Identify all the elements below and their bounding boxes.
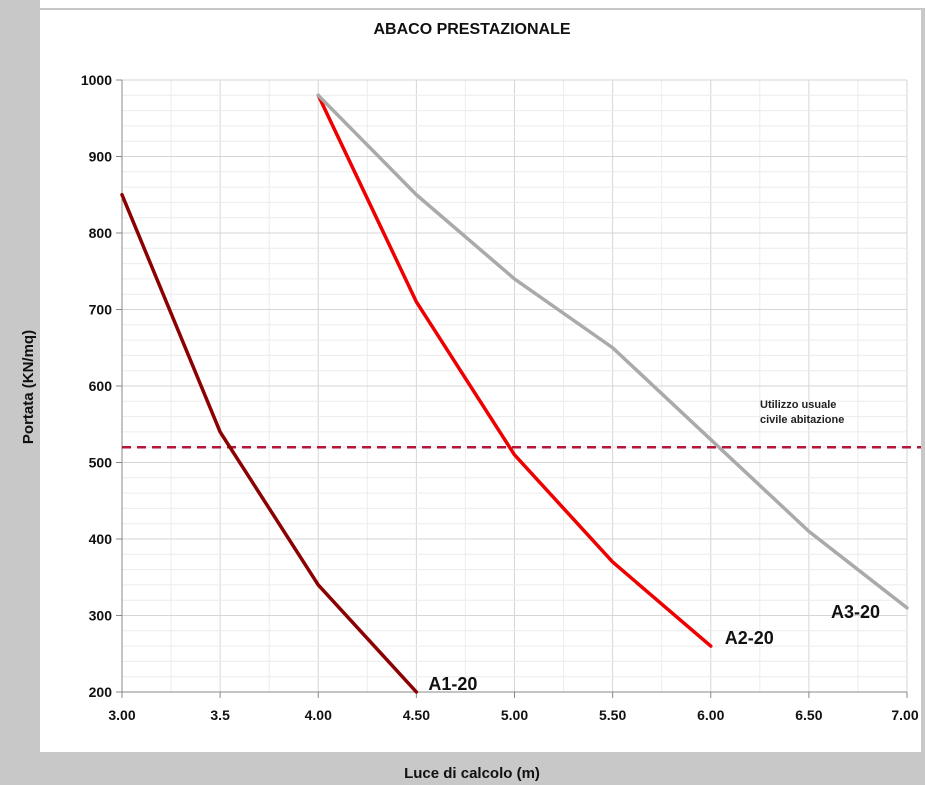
chart-title: ABACO PRESTAZIONALE [373, 21, 570, 38]
y-tick-label: 700 [89, 302, 113, 318]
x-axis-title: Luce di calcolo (m) [404, 765, 540, 782]
tick-labels: 200 300 400 500 600 700 800 900 1000 3.00 3.5 4.00 4… [81, 72, 919, 723]
x-tick-label: 3.5 [210, 707, 230, 723]
reference-line-label: civile abitazione [760, 414, 844, 426]
series-label: A1-20 [428, 674, 477, 694]
y-axis-title: Portata (KN/mq) [20, 330, 37, 444]
x-tick-label: 6.50 [795, 707, 822, 723]
series-label: A3-20 [831, 602, 880, 622]
frame-bottom-band [0, 752, 925, 785]
series-line [316, 93, 713, 648]
grid [121, 79, 908, 693]
series-label: A2-20 [725, 628, 774, 648]
x-tick-label: 5.00 [501, 707, 528, 723]
series-group: A1-20 A2-20 A3-20 [120, 93, 909, 694]
frame-left-band [0, 0, 40, 785]
x-tick-label: 3.00 [108, 707, 135, 723]
x-tick-label: 6.00 [697, 707, 724, 723]
series-line [316, 93, 909, 610]
reference-line-group: Utilizzo usuale civile abitazione [122, 399, 921, 449]
x-tick-label: 4.00 [305, 707, 332, 723]
y-tick-label: 900 [89, 149, 113, 165]
x-tick-label: 5.50 [599, 707, 626, 723]
series-line [120, 193, 419, 694]
frame-top-line [0, 8, 925, 10]
y-tick-label: 500 [89, 455, 113, 471]
y-tick-label: 600 [89, 378, 113, 394]
reference-line-label: Utilizzo usuale [760, 399, 836, 411]
y-tick-label: 200 [89, 684, 113, 700]
y-tick-label: 1000 [81, 72, 112, 88]
x-tick-label: 7.00 [891, 707, 918, 723]
x-tick-label: 4.50 [403, 707, 430, 723]
y-tick-label: 300 [89, 608, 113, 624]
frame-right-line [921, 8, 925, 785]
y-tick-label: 800 [89, 225, 113, 241]
y-tick-label: 400 [89, 531, 113, 547]
